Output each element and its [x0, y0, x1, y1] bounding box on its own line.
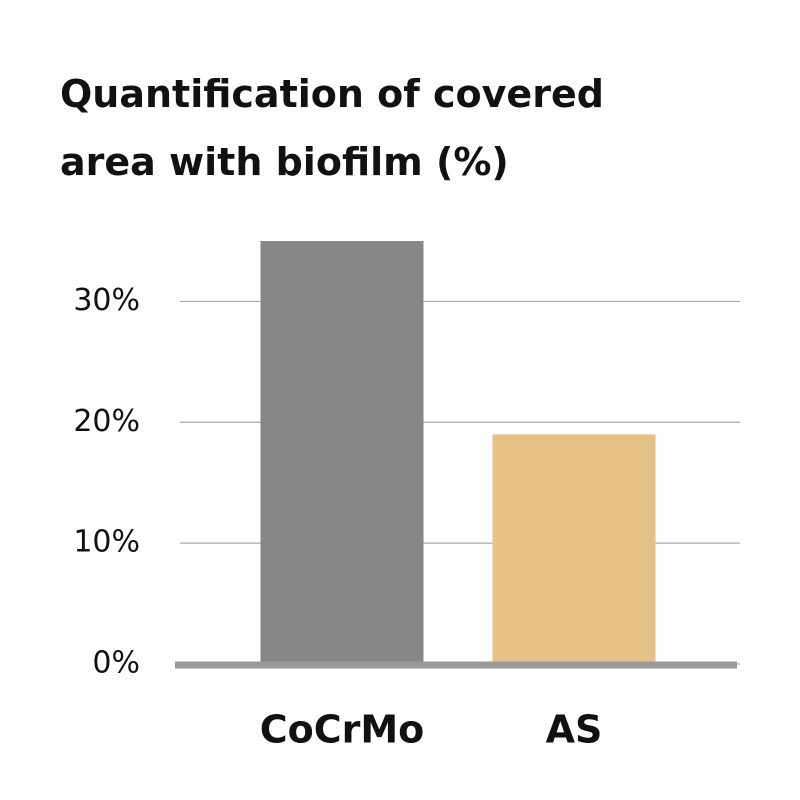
- x-tick-label: AS: [546, 708, 603, 752]
- bar: [260, 241, 424, 664]
- x-tick-label: CoCrMo: [260, 708, 425, 752]
- y-tick-label: 0%: [92, 646, 140, 681]
- y-tick-label: 30%: [73, 283, 140, 318]
- bar: [492, 434, 656, 664]
- chart-title: Quantification of covered area with biof…: [60, 72, 604, 184]
- y-tick-label: 10%: [73, 525, 140, 560]
- y-tick-label: 20%: [73, 404, 140, 439]
